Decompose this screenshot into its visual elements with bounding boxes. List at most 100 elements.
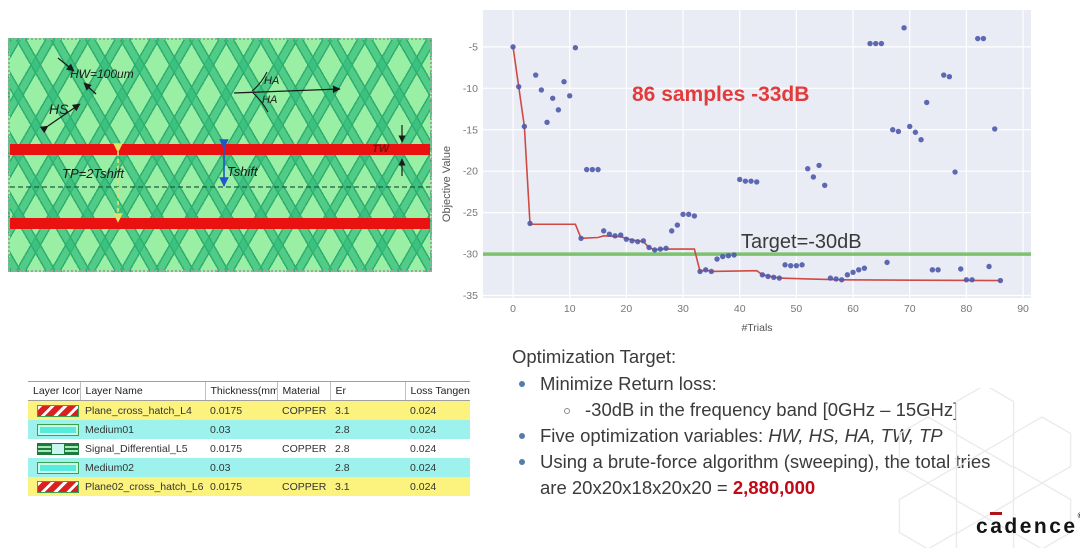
sample-dot bbox=[782, 262, 788, 268]
optimization-target-block: Optimization Target: Minimize Return los… bbox=[512, 344, 1078, 501]
table-header-cell: Er bbox=[329, 381, 405, 401]
sample-dot bbox=[686, 211, 692, 217]
sample-dot bbox=[986, 263, 992, 270]
hw-label: HW=100um bbox=[70, 67, 134, 81]
sample-dot bbox=[816, 162, 822, 169]
sample-dot bbox=[907, 123, 913, 130]
sample-dot bbox=[737, 176, 743, 183]
sample-dot bbox=[884, 259, 890, 266]
sample-dot bbox=[941, 72, 947, 78]
table-cell: Signal_Differential_L5 bbox=[80, 439, 205, 458]
optimization-chart: -5 -10 -15 -20 -25 -30 -35 0 10 20 30 40 50 60 70 80 90 #… bbox=[440, 0, 1080, 340]
sample-dot bbox=[589, 166, 596, 173]
sample-dot bbox=[975, 35, 981, 42]
sample-dot bbox=[742, 178, 749, 184]
table-header-cell: Layer Name bbox=[79, 381, 205, 401]
y-tick-label: -15 bbox=[463, 124, 478, 136]
signal-layer-icon bbox=[37, 442, 79, 455]
y-tick-label: -20 bbox=[463, 166, 478, 178]
x-tick-label: 20 bbox=[621, 303, 633, 315]
sample-dot bbox=[799, 262, 805, 268]
layer-table-body: Plane_cross_hatch_L4 0.0175 COPPER 3.1 0.024… bbox=[28, 400, 470, 496]
sample-dot bbox=[952, 169, 958, 175]
table-cell: Plane02_cross_hatch_L6 bbox=[80, 477, 205, 496]
table-header-cell: Thickness(mm) bbox=[204, 381, 277, 401]
plane-bar-top bbox=[10, 144, 430, 155]
table-row: Medium01 0.03 2.8 0.024 bbox=[28, 420, 470, 439]
x-axis-label: #Trials bbox=[741, 322, 772, 334]
table-header-row: Layer Icon Layer Name Thickness(mm) Materia… bbox=[28, 381, 470, 401]
table-cell: 2.8 bbox=[330, 439, 405, 458]
hw-arrow-upper bbox=[57, 57, 75, 72]
plot-area bbox=[483, 10, 1031, 298]
logo-text: dence bbox=[1004, 515, 1078, 538]
sample-dot bbox=[850, 269, 856, 276]
x-tick-label: 90 bbox=[1017, 303, 1029, 315]
table-cell: COPPER bbox=[277, 400, 330, 420]
ha-arc-top bbox=[251, 71, 268, 92]
bullet-variables: Five optimization variables: HW, HS, HA,… bbox=[512, 423, 1078, 449]
bullet-dot-icon bbox=[519, 381, 525, 387]
sample-dot bbox=[674, 222, 681, 228]
bullet-minimize-return-loss: Minimize Return loss: bbox=[512, 371, 1078, 397]
sample-dot bbox=[595, 166, 601, 173]
diagram-overlay bbox=[10, 57, 430, 229]
y-tick-label: -30 bbox=[463, 249, 478, 261]
sample-dot bbox=[833, 276, 839, 282]
sample-dot bbox=[963, 277, 970, 283]
table-cell bbox=[277, 458, 330, 477]
sample-dot bbox=[606, 231, 613, 237]
sample-dot bbox=[521, 123, 528, 130]
table-row: Plane_cross_hatch_L4 0.0175 COPPER 3.1 0.024 bbox=[28, 400, 470, 420]
sample-dot bbox=[629, 238, 635, 244]
table-cell: Plane_cross_hatch_L4 bbox=[80, 400, 205, 420]
sample-dot bbox=[663, 245, 669, 251]
sample-dot bbox=[997, 277, 1004, 284]
table-cell: COPPER bbox=[277, 439, 330, 458]
sample-dot bbox=[578, 235, 584, 242]
sample-dot bbox=[912, 129, 919, 135]
sample-dot bbox=[544, 119, 550, 125]
sample-dot bbox=[861, 265, 868, 271]
table-cell: 3.1 bbox=[330, 477, 405, 496]
sample-dot bbox=[980, 35, 987, 42]
hw-arrow-lower bbox=[83, 82, 97, 95]
x-tick-label: 80 bbox=[961, 303, 973, 315]
sample-dot bbox=[697, 268, 703, 275]
y-tick-label: -25 bbox=[463, 207, 478, 219]
sample-dot bbox=[839, 277, 845, 283]
sample-dot bbox=[516, 83, 522, 90]
sample-dot bbox=[550, 95, 556, 101]
sample-dot bbox=[680, 211, 686, 217]
registered-mark-icon: ® bbox=[1078, 513, 1080, 520]
sample-dot bbox=[890, 127, 896, 133]
table-cell: 0.024 bbox=[405, 439, 470, 458]
sample-dot bbox=[844, 272, 851, 278]
table-row: Plane02_cross_hatch_L6 0.0175 COPPER 3.1 0.0… bbox=[28, 477, 470, 496]
sample-dot bbox=[969, 277, 975, 283]
sample-dot bbox=[669, 228, 675, 234]
sub-bullet-text: -30dB in the frequency band [0GHz – 15GH… bbox=[585, 399, 959, 420]
medium-layer-icon bbox=[37, 423, 79, 436]
hs-label: HS bbox=[49, 101, 69, 117]
bullet-dot-icon bbox=[519, 459, 525, 465]
tshift-label: Tshift bbox=[227, 164, 258, 179]
sample-dot bbox=[623, 236, 630, 242]
total-tries-value: 2,880,000 bbox=[732, 477, 816, 498]
layer-icon-cell bbox=[28, 477, 80, 496]
table-cell: 3.1 bbox=[330, 400, 405, 420]
sample-dot bbox=[714, 256, 720, 262]
sample-dot bbox=[612, 233, 618, 239]
sample-dot bbox=[810, 174, 817, 180]
sample-dot bbox=[725, 253, 732, 259]
table-cell: 0.0175 bbox=[205, 439, 277, 458]
table-row: Signal_Differential_L5 0.0175 COPPER 2.8 0.0… bbox=[28, 439, 470, 458]
table-row: Medium02 0.03 2.8 0.024 bbox=[28, 458, 470, 477]
medium-layer-icon bbox=[37, 461, 79, 474]
sample-dot bbox=[527, 220, 533, 227]
sample-dot bbox=[924, 99, 930, 106]
x-tick-label: 30 bbox=[677, 303, 689, 315]
sample-dot bbox=[691, 213, 698, 219]
sub-bullet-circle-icon bbox=[564, 408, 570, 414]
